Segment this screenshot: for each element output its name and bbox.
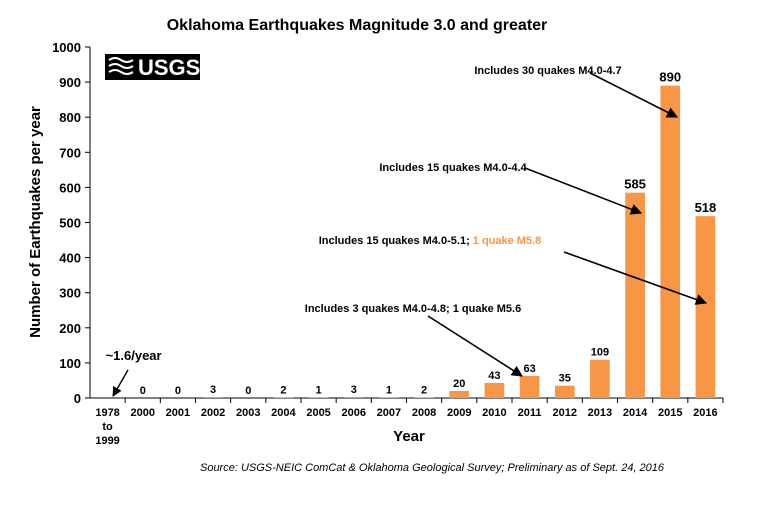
bar-2002 bbox=[203, 396, 223, 398]
x-tick-label: to bbox=[102, 421, 113, 433]
bar-2004 bbox=[273, 397, 294, 398]
x-tick-label: 2014 bbox=[623, 407, 648, 419]
data-label-2007: 1 bbox=[386, 385, 392, 397]
y-tick-label: 1000 bbox=[52, 40, 81, 55]
data-label-2009: 20 bbox=[453, 378, 465, 390]
x-tick-label: 2016 bbox=[693, 407, 717, 419]
bar-2016 bbox=[695, 216, 716, 398]
data-labels: ~1.6/year 0 0 3 0 2 1 3 1 2 20 43 63 35 109 585 890 518 bbox=[106, 70, 717, 397]
bars bbox=[203, 85, 716, 399]
bar-2008 bbox=[414, 397, 434, 398]
y-tick-label: 700 bbox=[59, 145, 81, 160]
x-tick-label: 2010 bbox=[482, 407, 506, 419]
bar-2009 bbox=[449, 390, 470, 398]
y-tick-label: 400 bbox=[59, 251, 81, 266]
x-tick-label: 2003 bbox=[236, 407, 260, 419]
bar-2013 bbox=[590, 359, 610, 398]
annotation-arrow-2015 bbox=[589, 72, 678, 118]
x-tick-label: 2009 bbox=[447, 407, 471, 419]
y-tick-label: 0 bbox=[74, 391, 81, 406]
data-label-2015: 890 bbox=[659, 70, 681, 85]
data-label-2016: 518 bbox=[695, 200, 717, 215]
data-label-2003: 0 bbox=[245, 385, 251, 397]
annotations: Includes 30 quakes M4.0-4.7 Includes 15 … bbox=[112, 65, 708, 397]
chart-title: Oklahoma Earthquakes Magnitude 3.0 and g… bbox=[167, 17, 548, 34]
y-tick-label: 600 bbox=[59, 180, 81, 195]
bar-2012 bbox=[554, 385, 575, 398]
x-tick-label: 2007 bbox=[377, 407, 401, 419]
x-tick-label: 2006 bbox=[342, 407, 366, 419]
x-tick-label: 2013 bbox=[588, 407, 612, 419]
source-note: Source: USGS-NEIC ComCat & Oklahoma Geol… bbox=[200, 462, 665, 474]
annotation-2014: Includes 15 quakes M4.0-4.4 bbox=[379, 162, 527, 174]
bar-2006 bbox=[343, 396, 364, 398]
x-tick-label: 2008 bbox=[412, 407, 436, 419]
x-tick-label: 1999 bbox=[95, 435, 119, 447]
annotation-2011: Includes 3 quakes M4.0-4.8; 1 quake M5.6 bbox=[305, 303, 521, 315]
data-label-2002: 3 bbox=[210, 384, 216, 396]
x-tick-label: 2011 bbox=[518, 407, 542, 419]
data-label-2000: 0 bbox=[140, 385, 146, 397]
data-label-2006: 3 bbox=[351, 384, 357, 396]
data-label-2008: 2 bbox=[421, 384, 427, 396]
data-label-2013: 109 bbox=[591, 347, 609, 359]
x-tick-label: 2001 bbox=[166, 407, 190, 419]
x-tick-label: 2012 bbox=[553, 407, 577, 419]
data-label-2004: 2 bbox=[280, 384, 286, 396]
x-tick-label: 2005 bbox=[306, 407, 330, 419]
y-tick-label: 800 bbox=[59, 110, 81, 125]
y-tick-label: 900 bbox=[59, 75, 81, 90]
annotation-arrow-2014 bbox=[524, 167, 643, 215]
bar-2011 bbox=[519, 375, 540, 398]
usgs-logo: USGS bbox=[105, 54, 200, 80]
data-label-2005: 1 bbox=[316, 385, 322, 397]
bar-2014 bbox=[625, 192, 645, 398]
usgs-logo-text: USGS bbox=[138, 55, 200, 80]
data-label-2014: 585 bbox=[624, 177, 646, 192]
data-label-2010: 43 bbox=[488, 370, 500, 382]
data-label-2012: 35 bbox=[559, 373, 571, 385]
x-tick-label: 1978 bbox=[95, 407, 119, 419]
annotation-2016: Includes 15 quakes M4.0-5.1; 1 quake M5.… bbox=[319, 235, 542, 247]
bar-2010 bbox=[484, 382, 505, 398]
annotation-arrow-2016 bbox=[563, 251, 708, 305]
x-tick-label: 2000 bbox=[131, 407, 155, 419]
annotation-arrow-1978-1999 bbox=[112, 369, 129, 397]
x-axis-ticks: 1978 to 1999 2000 2001 2002 2003 2004 2005 2006 20… bbox=[95, 398, 724, 447]
y-tick-label: 200 bbox=[59, 321, 81, 336]
annotation-arrow-2011 bbox=[427, 315, 523, 377]
y-tick-label: 100 bbox=[59, 356, 81, 371]
bar-2015 bbox=[660, 85, 681, 399]
y-tick-label: 500 bbox=[59, 216, 81, 231]
y-axis-ticks: 0 100 200 300 400 500 600 700 800 900 1000 bbox=[52, 40, 90, 406]
x-tick-label: 2004 bbox=[271, 407, 296, 419]
data-label-1978-to-1999: ~1.6/year bbox=[106, 348, 162, 363]
x-tick-label: 2002 bbox=[201, 407, 225, 419]
x-axis-label: Year bbox=[393, 428, 425, 445]
data-label-2011: 63 bbox=[523, 363, 535, 375]
annotation-2015: Includes 30 quakes M4.0-4.7 bbox=[474, 65, 621, 77]
y-axis-label: Number of Earthquakes per year bbox=[27, 106, 44, 338]
y-tick-label: 300 bbox=[59, 286, 81, 301]
data-label-2001: 0 bbox=[175, 385, 181, 397]
x-tick-label: 2015 bbox=[658, 407, 682, 419]
